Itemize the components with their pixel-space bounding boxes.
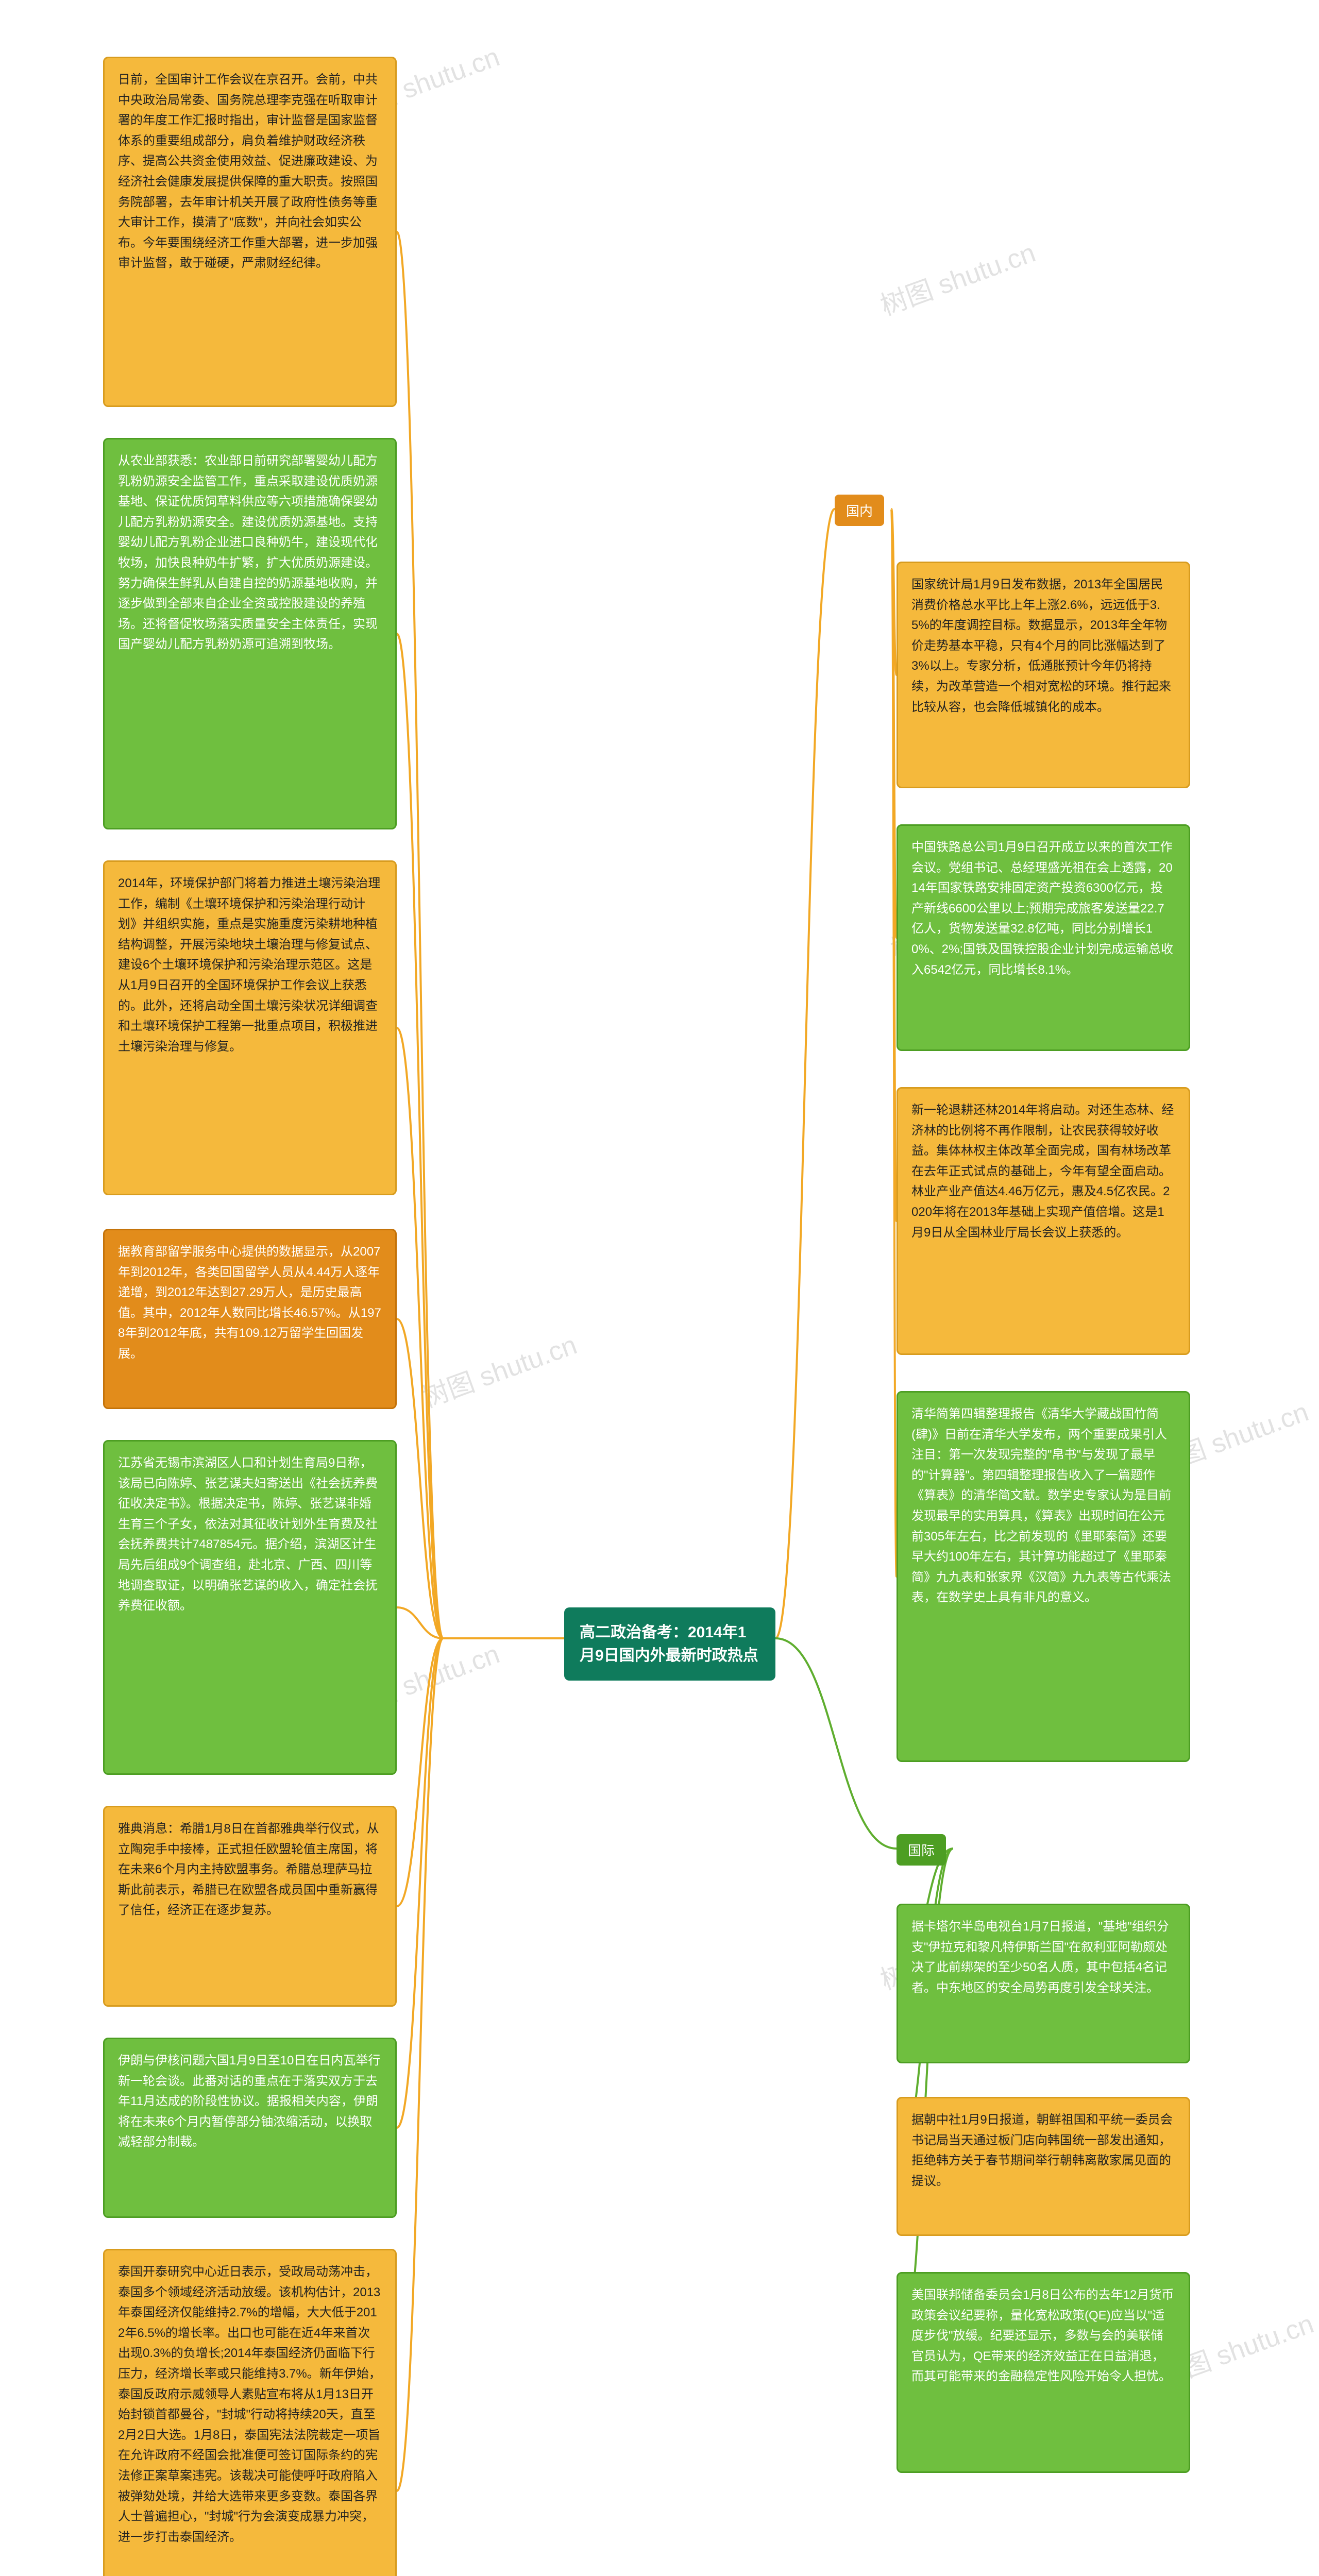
- left-node-3: 据教育部留学服务中心提供的数据显示，从2007年到2012年，各类回国留学人员从…: [103, 1229, 397, 1409]
- left-node-7: 泰国开泰研究中心近日表示，受政局动荡冲击，泰国多个领域经济活动放缓。该机构估计，…: [103, 2249, 397, 2576]
- right-node-0: 国家统计局1月9日发布数据，2013年全国居民消费价格总水平比上年上涨2.6%，…: [897, 562, 1190, 788]
- section-label-international: 国际: [897, 1834, 946, 1866]
- right-node-2: 新一轮退耕还林2014年将启动。对还生态林、经济林的比例将不再作限制，让农民获得…: [897, 1087, 1190, 1355]
- right-node-4: 据卡塔尔半岛电视台1月7日报道，"基地"组织分支"伊拉克和黎凡特伊斯兰国"在叙利…: [897, 1904, 1190, 2063]
- right-node-5: 据朝中社1月9日报道，朝鲜祖国和平统一委员会书记局当天通过板门店向韩国统一部发出…: [897, 2097, 1190, 2236]
- section-label-domestic: 国内: [835, 495, 884, 526]
- watermark: 树图 shutu.cn: [416, 1323, 582, 1415]
- right-node-1: 中国铁路总公司1月9日召开成立以来的首次工作会议。党组书记、总经理盛光祖在会上透…: [897, 824, 1190, 1051]
- left-node-1: 从农业部获悉：农业部日前研究部署婴幼儿配方乳粉奶源安全监管工作，重点采取建设优质…: [103, 438, 397, 829]
- left-node-4: 江苏省无锡市滨湖区人口和计划生育局9日称，该局已向陈婷、张艺谋夫妇寄送出《社会抚…: [103, 1440, 397, 1775]
- left-node-5: 雅典消息：希腊1月8日在首都雅典举行仪式，从立陶宛手中接棒，正式担任欧盟轮值主席…: [103, 1806, 397, 2007]
- right-node-3: 清华简第四辑整理报告《清华大学藏战国竹简(肆)》日前在清华大学发布，两个重要成果…: [897, 1391, 1190, 1762]
- left-node-6: 伊朗与伊核问题六国1月9日至10日在日内瓦举行新一轮会谈。此番对话的重点在于落实…: [103, 2038, 397, 2218]
- right-node-6: 美国联邦储备委员会1月8日公布的去年12月货币政策会议纪要称，量化宽松政策(QE…: [897, 2272, 1190, 2473]
- mindmap-root: 树图 shutu.cn树图 shutu.cn树图 shutu.cn树图 shut…: [0, 0, 1319, 2576]
- center-node: 高二政治备考：2014年1月9日国内外最新时政热点: [564, 1607, 775, 1681]
- left-node-2: 2014年，环境保护部门将着力推进土壤污染治理工作，编制《土壤环境保护和污染治理…: [103, 860, 397, 1195]
- left-node-0: 日前，全国审计工作会议在京召开。会前，中共中央政治局常委、国务院总理李克强在听取…: [103, 57, 397, 407]
- watermark: 树图 shutu.cn: [874, 231, 1040, 323]
